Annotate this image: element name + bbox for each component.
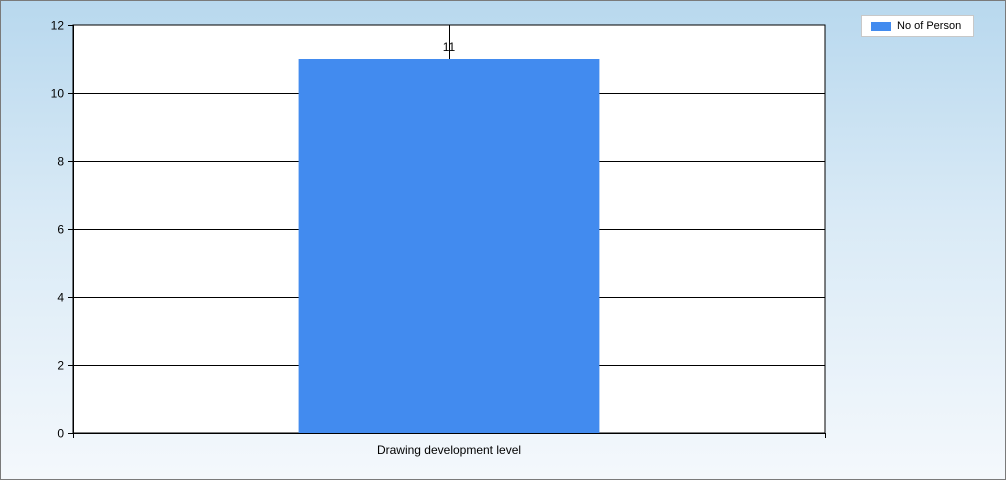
labels: 0 2 4 6 8 10 12 11 Drawing development level [51,19,521,458]
data-label-0: 11 [443,40,456,54]
axes [68,25,826,438]
legend-label-no-of-person: No of Person [897,20,962,32]
y-tick-label-12: 12 [51,19,65,33]
y-tick-label-6: 6 [57,223,64,237]
bars [298,59,600,433]
legend: No of Person [861,15,974,37]
y-tick-label-2: 2 [57,359,64,373]
legend-swatch [871,21,891,31]
y-tick-label-0: 0 [57,427,64,441]
y-tick-label-10: 10 [51,87,65,101]
bar-0 [298,59,600,433]
category-label-0: Drawing development level [377,443,521,457]
y-tick-label-8: 8 [57,155,64,169]
y-tick-label-4: 4 [57,291,64,305]
